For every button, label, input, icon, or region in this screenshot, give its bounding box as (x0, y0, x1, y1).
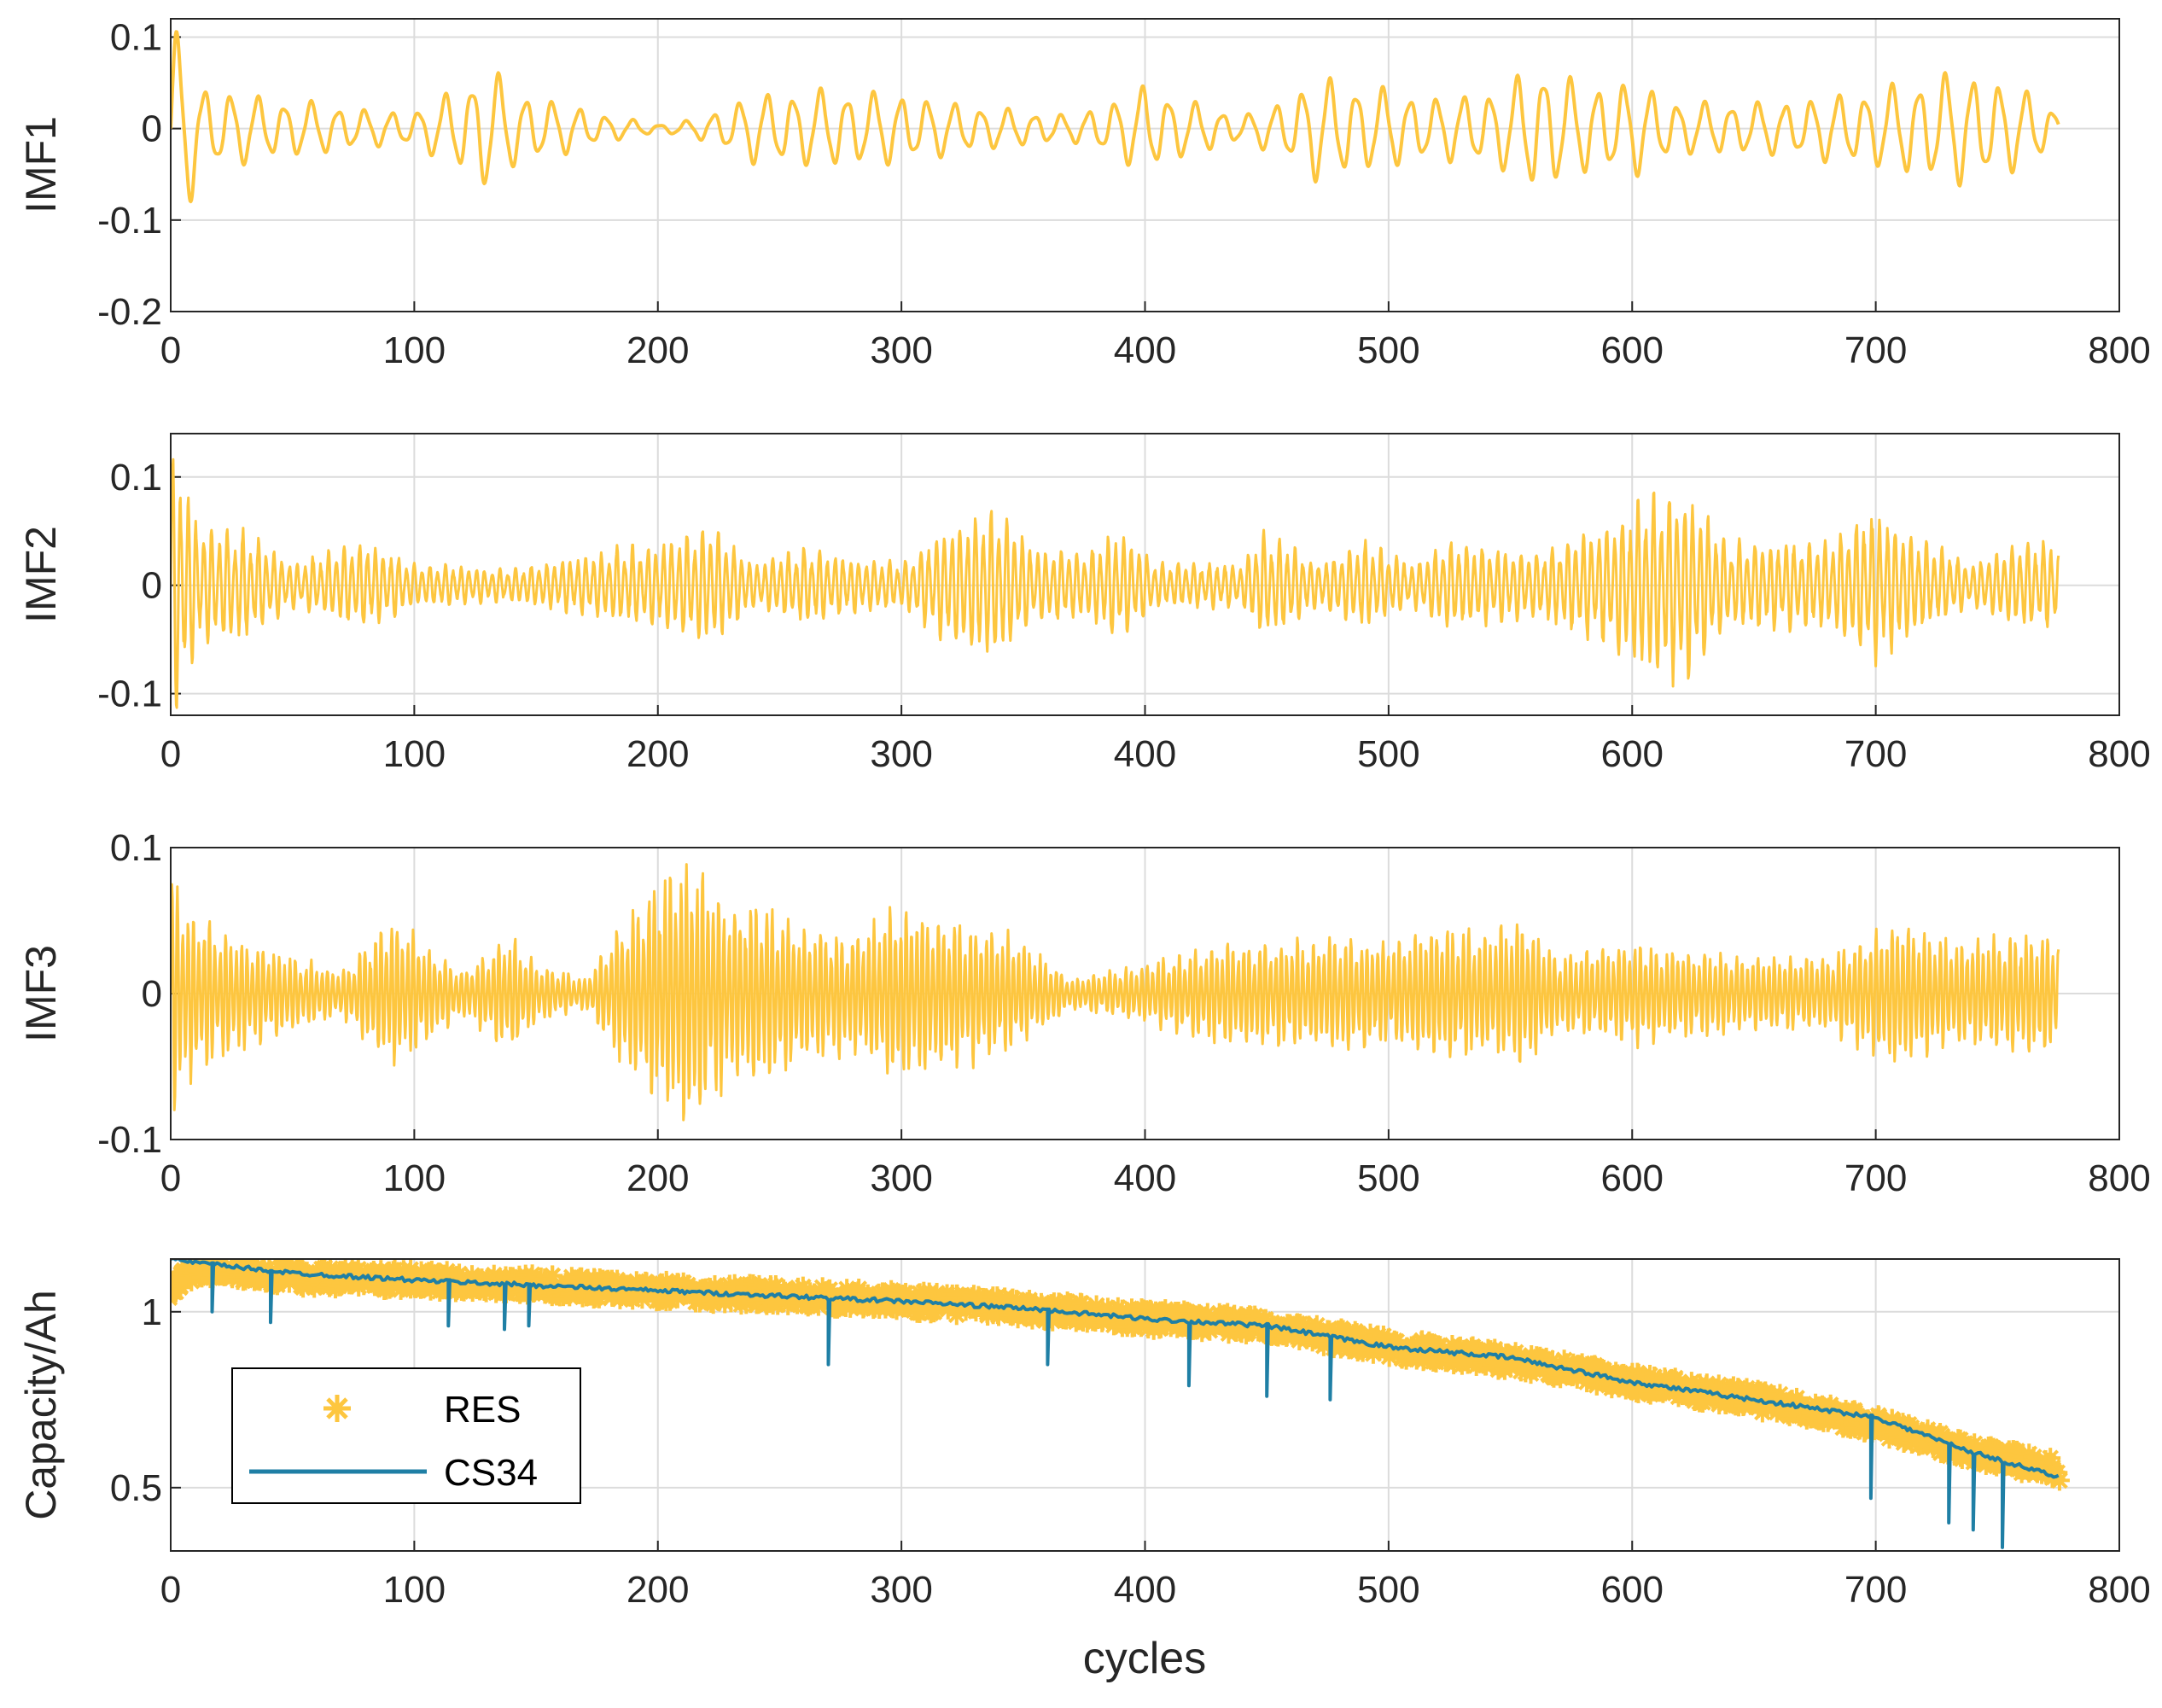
subplot-capacity: 0 100 200 300 400 500 600 700 800 10.5 Capacity/… (17, 1258, 2151, 1683)
y-tick-label: 0 (142, 108, 162, 150)
series-layer (171, 863, 2060, 1122)
x-tick-label: 400 (1114, 329, 1176, 371)
y-axis-label: Capacity/Ah (17, 1290, 65, 1520)
x-axis-label: cycles (1083, 1634, 1206, 1683)
x-tick-label: 500 (1357, 733, 1419, 775)
subplot-imf2: 0 100 200 300 400 500 600 700 800 0.1 0 -0.1 IMF2 (17, 433, 2151, 775)
subplot-imf1: 0 100 200 300 400 500 600 700 800 0.1 0 -0.1 -0.2 I… (17, 16, 2151, 371)
x-tick-label: 700 (1844, 1157, 1907, 1199)
x-tick-label: 200 (626, 733, 689, 775)
series-line-imf2 (171, 458, 2060, 709)
y-axis: 0.1 0 -0.1 -0.2 (97, 16, 181, 333)
x-tick-label: 300 (870, 1569, 932, 1611)
x-tick-label: 500 (1357, 1569, 1419, 1611)
x-tick-label: 700 (1844, 1569, 1907, 1611)
legend-label-cs34: CS34 (444, 1452, 538, 1494)
x-axis: 0 100 200 300 400 500 600 700 800 (160, 1129, 2151, 1199)
legend-label-res: RES (444, 1389, 521, 1431)
grid (171, 434, 2119, 715)
res-marker (2048, 1470, 2070, 1491)
y-axis: 10.5 (110, 1291, 181, 1509)
x-tick-label: 800 (2088, 1569, 2150, 1611)
legend-marker-res (323, 1395, 351, 1422)
x-tick-label: 400 (1114, 1157, 1176, 1199)
y-axis-label: IMF3 (17, 945, 65, 1042)
y-tick-label: 1 (142, 1291, 162, 1333)
x-tick-label: 500 (1357, 1157, 1419, 1199)
x-tick-label: 0 (160, 329, 181, 371)
y-tick-label: -0.1 (97, 200, 162, 242)
y-axis-label: IMF2 (17, 526, 65, 623)
y-tick-label: -0.1 (97, 673, 162, 715)
x-tick-label: 0 (160, 1569, 181, 1611)
x-tick-label: 700 (1844, 329, 1907, 371)
x-tick-label: 100 (383, 329, 446, 371)
x-tick-label: 600 (1601, 1157, 1664, 1199)
x-tick-label: 0 (160, 733, 181, 775)
x-tick-label: 800 (2088, 733, 2150, 775)
x-tick-label: 400 (1114, 1569, 1176, 1611)
x-tick-label: 100 (383, 733, 446, 775)
series-line-cs34 (171, 1259, 2060, 1549)
series-line-imf3 (171, 863, 2060, 1122)
x-tick-label: 200 (626, 329, 689, 371)
y-tick-label: 0.1 (110, 827, 162, 869)
series-line-imf1 (171, 30, 2060, 204)
x-tick-label: 200 (626, 1157, 689, 1199)
y-tick-label: 0 (142, 973, 162, 1015)
x-tick-label: 800 (2088, 329, 2150, 371)
legend-box (231, 1367, 581, 1504)
axes-box (170, 18, 2120, 312)
axes-box (170, 847, 2120, 1140)
x-tick-label: 700 (1844, 733, 1907, 775)
x-axis: 0 100 200 300 400 500 600 700 800 (160, 705, 2151, 775)
x-tick-label: 100 (383, 1157, 446, 1199)
y-axis: 0.1 0 -0.1 (97, 827, 181, 1161)
x-tick-label: 600 (1601, 1569, 1664, 1611)
x-tick-label: 500 (1357, 329, 1419, 371)
y-axis-label: IMF1 (17, 116, 65, 213)
x-tick-label: 0 (160, 1157, 181, 1199)
subplot-imf3: 0 100 200 300 400 500 600 700 800 0.10-0.1 IMF3 (17, 827, 2151, 1199)
y-tick-label: 0 (142, 565, 162, 607)
x-tick-label: 300 (870, 1157, 932, 1199)
x-tick-label: 400 (1114, 733, 1176, 775)
x-tick-label: 300 (870, 329, 932, 371)
x-axis: 0 100 200 300 400 500 600 700 800 (160, 301, 2151, 371)
x-tick-label: 600 (1601, 733, 1664, 775)
y-tick-label: 0.5 (110, 1467, 162, 1509)
x-tick-label: 300 (870, 733, 932, 775)
axes-box (170, 433, 2120, 716)
y-axis: 0.1 0 -0.1 (97, 457, 181, 715)
x-tick-label: 100 (383, 1569, 446, 1611)
axes-box (170, 1258, 2120, 1552)
y-tick-label: -0.2 (97, 291, 162, 333)
x-tick-label: 200 (626, 1569, 689, 1611)
legend: RES CS34 (231, 1367, 581, 1504)
y-tick-label: 0.1 (110, 457, 162, 498)
y-tick-label: -0.1 (97, 1119, 162, 1161)
series-layer (171, 30, 2060, 204)
series-layer (171, 458, 2060, 709)
series-layer (171, 1259, 2070, 1549)
x-tick-label: 800 (2088, 1157, 2150, 1199)
y-tick-label: 0.1 (110, 16, 162, 58)
x-tick-label: 600 (1601, 329, 1664, 371)
